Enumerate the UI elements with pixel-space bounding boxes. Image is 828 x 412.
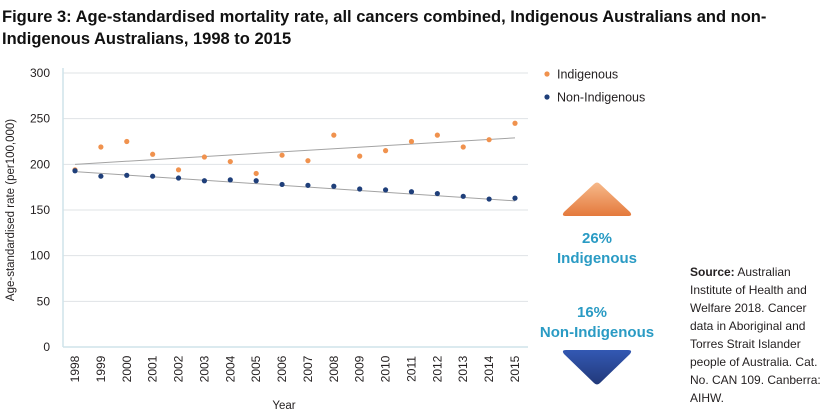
data-point-non-indigenous-2009	[357, 186, 363, 192]
y-tick-label-250: 250	[30, 112, 50, 126]
x-axis-title: Year	[272, 400, 295, 412]
data-point-non-indigenous-2014	[486, 196, 492, 202]
indigenous-change-label: Indigenous	[557, 250, 637, 267]
x-tick-label-2010: 2010	[379, 355, 393, 382]
non-indigenous-change-label: Non-Indigenous	[539, 324, 655, 341]
source-note: Source: Australian Institute of Health a…	[690, 263, 822, 407]
trend-lines	[74, 137, 516, 202]
legend-label-non-indigenous: Non-Indigenous	[557, 91, 645, 105]
data-point-indigenous-2012	[434, 132, 440, 138]
decrease-arrow-icon	[562, 350, 632, 385]
x-tick-label-2000: 2000	[120, 355, 134, 382]
data-point-non-indigenous-2012	[434, 190, 440, 197]
data-point-indigenous-2005	[253, 170, 259, 177]
chart-title: Figure 3: Age-standardised mortality rat…	[2, 8, 767, 48]
data-points	[72, 120, 518, 202]
x-tick-labels: 1998 1999 2000 2001 2002 2003 2004 2005 2006 2007…	[68, 355, 522, 382]
x-tick-label-2008: 2008	[327, 355, 341, 382]
data-point-indigenous-2000	[124, 138, 130, 145]
data-point-non-indigenous-2015	[512, 195, 518, 201]
data-point-indigenous-2011	[408, 138, 415, 145]
data-point-non-indigenous-2001	[150, 173, 156, 179]
data-point-non-indigenous-2010	[382, 187, 389, 193]
source-text: Australian Institute of Health and Welfa…	[690, 265, 821, 405]
data-point-non-indigenous-2006	[279, 181, 285, 188]
data-point-indigenous-2003	[201, 154, 208, 160]
y-tick-labels: 0 50 100 150 200 250 300	[30, 66, 50, 354]
data-point-non-indigenous-2003	[201, 178, 208, 184]
x-tick-label-1998: 1998	[68, 355, 82, 382]
data-point-indigenous-2014	[486, 137, 492, 143]
legend-marker-indigenous	[544, 71, 550, 77]
data-point-non-indigenous-2007	[305, 182, 311, 188]
data-point-non-indigenous-1999	[98, 173, 104, 179]
grid-lines	[63, 72, 528, 348]
increase-arrow-icon	[562, 182, 632, 216]
x-tick-label-2014: 2014	[482, 355, 496, 382]
data-point-indigenous-2006	[279, 152, 285, 158]
data-point-non-indigenous-1998	[72, 168, 78, 174]
x-tick-label-2004: 2004	[223, 355, 237, 382]
data-point-indigenous-2008	[331, 132, 337, 138]
x-tick-label-2002: 2002	[172, 355, 186, 382]
y-tick-label-50: 50	[37, 294, 51, 308]
x-tick-label-2015: 2015	[508, 355, 522, 382]
data-point-non-indigenous-2000	[124, 172, 130, 178]
data-point-indigenous-2013	[460, 144, 466, 150]
x-tick-label-2009: 2009	[353, 355, 367, 382]
data-point-non-indigenous-2011	[408, 189, 415, 195]
y-tick-label-100: 100	[30, 249, 50, 263]
x-tick-label-2013: 2013	[456, 355, 470, 382]
data-point-indigenous-2009	[357, 153, 363, 159]
data-point-non-indigenous-2008	[331, 183, 337, 189]
data-point-indigenous-2010	[382, 148, 389, 154]
x-tick-label-2006: 2006	[275, 355, 289, 382]
x-tick-label-2007: 2007	[301, 355, 315, 382]
x-tick-label-2003: 2003	[197, 355, 211, 382]
data-point-non-indigenous-2005	[253, 178, 259, 184]
x-tick-label-2005: 2005	[249, 355, 263, 382]
data-point-non-indigenous-2013	[460, 193, 466, 199]
source-label: Source:	[690, 265, 735, 279]
y-tick-label-150: 150	[30, 203, 50, 217]
data-point-indigenous-2002	[175, 167, 182, 173]
data-point-indigenous-2007	[305, 158, 311, 164]
y-tick-label-200: 200	[30, 157, 50, 171]
data-point-non-indigenous-2002	[175, 175, 182, 181]
indigenous-change-percent: 26%	[581, 230, 613, 247]
y-tick-label-300: 300	[30, 66, 50, 80]
y-tick-label-0: 0	[43, 340, 50, 354]
x-tick-label-2001: 2001	[146, 355, 160, 382]
data-point-indigenous-2015	[512, 120, 518, 126]
legend: Indigenous Non-Indigenous	[544, 68, 645, 105]
legend-label-indigenous: Indigenous	[557, 68, 618, 82]
data-point-indigenous-1999	[98, 144, 104, 150]
x-tick-label-1999: 1999	[94, 355, 108, 382]
trend-line-indigenous	[74, 137, 516, 165]
y-axis-title: Age-standardised rate (per100,000)	[5, 119, 17, 301]
data-point-indigenous-2001	[150, 151, 156, 157]
x-tick-label-2011: 2011	[404, 356, 418, 382]
legend-marker-non-indigenous	[544, 94, 550, 100]
axes	[62, 68, 528, 348]
data-point-non-indigenous-2004	[227, 177, 233, 183]
non-indigenous-change-percent: 16%	[576, 304, 608, 321]
x-tick-label-2012: 2012	[430, 355, 444, 382]
trend-line-non-indigenous	[74, 171, 516, 202]
data-point-indigenous-2004	[227, 158, 233, 165]
